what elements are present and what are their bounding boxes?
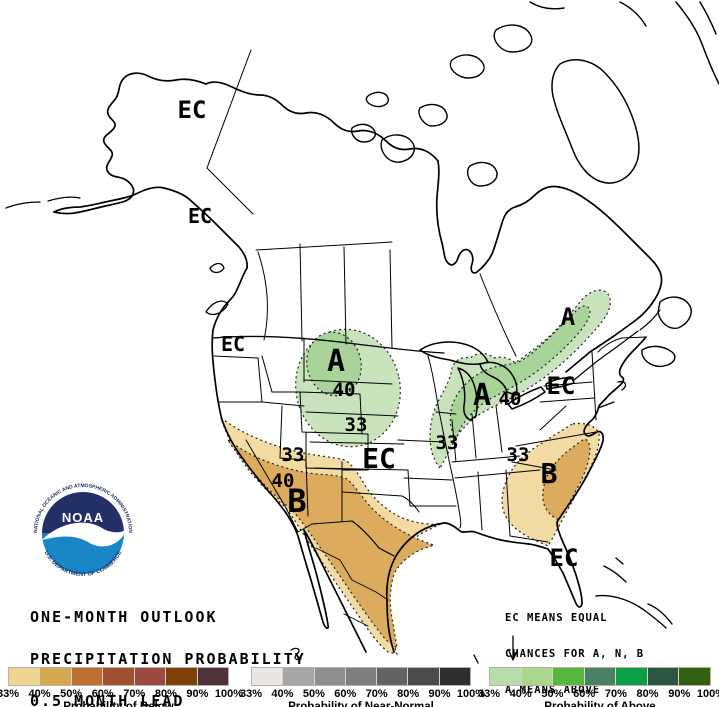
colorbar-segment <box>439 668 470 685</box>
colorbar-near-normal: 33% 40% 50% 60% 70% 80% 90% 100% Probability of… <box>240 667 485 707</box>
title-line: PRECIPITATION PROBABILITY <box>30 650 306 668</box>
colorbar-tick: 50% <box>541 688 564 700</box>
map-label-A: A <box>473 378 491 413</box>
colorbar-tick: 70% <box>365 688 388 700</box>
colorbar-below-bar <box>8 667 229 686</box>
colorbar-tick: 70% <box>604 688 627 700</box>
colorbar-tick: 90% <box>428 688 451 700</box>
map-label-EC: EC <box>221 332 245 356</box>
colorbar-segment <box>408 668 440 685</box>
lake-huron <box>479 361 518 396</box>
map-label-EC: EC <box>178 96 207 124</box>
colorbar-segment <box>345 668 378 685</box>
title-block: ONE-MONTH OUTLOOK PRECIPITATION PROBABIL… <box>30 582 306 707</box>
map-label-A: A <box>561 303 576 331</box>
colorbar-tick: 40% <box>509 688 532 700</box>
colorbar-above-ticks: 33% 40% 50% 60% 70% 80% 90% 100% <box>478 688 719 700</box>
colorbar-tick: 90% <box>186 688 209 700</box>
colorbar-tick: 40% <box>28 688 51 700</box>
colorbar-tick: 70% <box>123 688 146 700</box>
colorbar-tick: 60% <box>334 688 357 700</box>
colorbar-tick: 100% <box>456 688 486 700</box>
colorbar-tick: 33% <box>477 688 501 700</box>
colorbar-above-bar <box>489 667 711 686</box>
noaa-logo: NOAA NATIONAL OCEANIC AND ATMOSPHERIC AD… <box>29 479 137 587</box>
colorbar-segment <box>521 668 554 685</box>
colorbar-segment <box>616 668 648 685</box>
colorbar-segment <box>9 668 41 685</box>
colorbar-segment <box>103 668 135 685</box>
region-above-greatlakes-northeast <box>429 289 611 470</box>
legend-note: EC MEANS EQUAL CHANCES FOR A, N, B A MEA… <box>505 588 644 707</box>
title-line: 0.5 MONTH LEAD <box>30 692 185 707</box>
map-label-EC: EC <box>547 372 576 400</box>
coastlines <box>5 1 719 664</box>
colorbar-tick: 60% <box>91 688 114 700</box>
colorbar-segment <box>490 668 522 685</box>
colorbar-below-caption: Probability of Below <box>63 701 174 707</box>
map-label-B: B <box>541 457 558 490</box>
colorbar-tick: 90% <box>668 688 691 700</box>
great-lakes <box>419 341 575 421</box>
colorbar-tick: 50% <box>302 688 325 700</box>
map-label-33: 33 <box>345 414 368 436</box>
note-line: A MEANS ABOVE <box>505 684 601 696</box>
colorbar-segment <box>584 668 617 685</box>
colorbar-tick: 80% <box>397 688 420 700</box>
lake-ontario <box>545 377 575 390</box>
colorbar-segment <box>197 668 228 685</box>
colorbar-tick: 100% <box>696 688 719 700</box>
colorbar-segment <box>679 668 711 685</box>
colorbar-below: 33% 40% 50% 60% 70% 80% 90% 100% Probability of… <box>0 667 243 707</box>
colorbar-above: 33% 40% 50% 60% 70% 80% 90% 100% Probability of… <box>478 667 719 707</box>
lake-michigan <box>457 367 478 421</box>
colorbar-near-normal-bar <box>251 667 471 686</box>
title-line: ONE-MONTH OUTLOOK <box>30 608 218 626</box>
region-above-plains <box>295 328 401 448</box>
map-label-A: A <box>327 344 345 379</box>
colorbar-segment <box>71 668 104 685</box>
colorbar-near-normal-caption: Probability of Near-Normal <box>288 701 434 707</box>
colorbar-below-ticks: 33% 40% 50% 60% 70% 80% 90% 100% <box>0 688 243 700</box>
map-label-40: 40 <box>272 470 295 492</box>
map-label-40: 40 <box>333 379 356 401</box>
colorbar-segment <box>377 668 409 685</box>
note-line: EC MEANS EQUAL <box>505 612 608 624</box>
colorbar-segment <box>553 668 585 685</box>
colorbar-segment <box>134 668 167 685</box>
colorbar-segment <box>314 668 346 685</box>
region-below-southeast <box>501 422 600 547</box>
colorbar-segment <box>166 668 198 685</box>
map-label-B: B <box>287 482 306 520</box>
colorbar-tick: 40% <box>271 688 294 700</box>
map-label-40: 40 <box>499 388 522 410</box>
colorbar-tick: 33% <box>0 688 20 700</box>
colorbar-above-caption: Probability of Above <box>544 701 656 707</box>
map-label-EC: EC <box>362 442 396 475</box>
colorbar-tick: 60% <box>573 688 596 700</box>
note-line: CHANCES FOR A, N, B <box>505 648 645 660</box>
map-label-EC: EC <box>550 544 579 572</box>
map-label-33: 33 <box>436 432 459 454</box>
seagull-icon <box>42 522 124 547</box>
colorbar-tick: 100% <box>214 688 244 700</box>
logo-noaa-text: NOAA <box>62 510 104 525</box>
colorbar-segment <box>40 668 72 685</box>
colorbar-segment <box>252 668 284 685</box>
colorbar-tick: 80% <box>636 688 659 700</box>
colorbar-near-normal-ticks: 33% 40% 50% 60% 70% 80% 90% 100% <box>240 688 485 700</box>
colorbar-segment <box>647 668 680 685</box>
colorbar-tick: 50% <box>60 688 83 700</box>
political-borders <box>206 49 647 627</box>
map-label-EC: EC <box>188 204 212 228</box>
colorbar-tick: 80% <box>154 688 177 700</box>
colorbar-tick: 33% <box>239 688 263 700</box>
colorbar-segment <box>283 668 315 685</box>
map-label-33: 33 <box>282 444 305 466</box>
lake-erie <box>507 386 546 410</box>
map-label-33: 33 <box>507 444 530 466</box>
